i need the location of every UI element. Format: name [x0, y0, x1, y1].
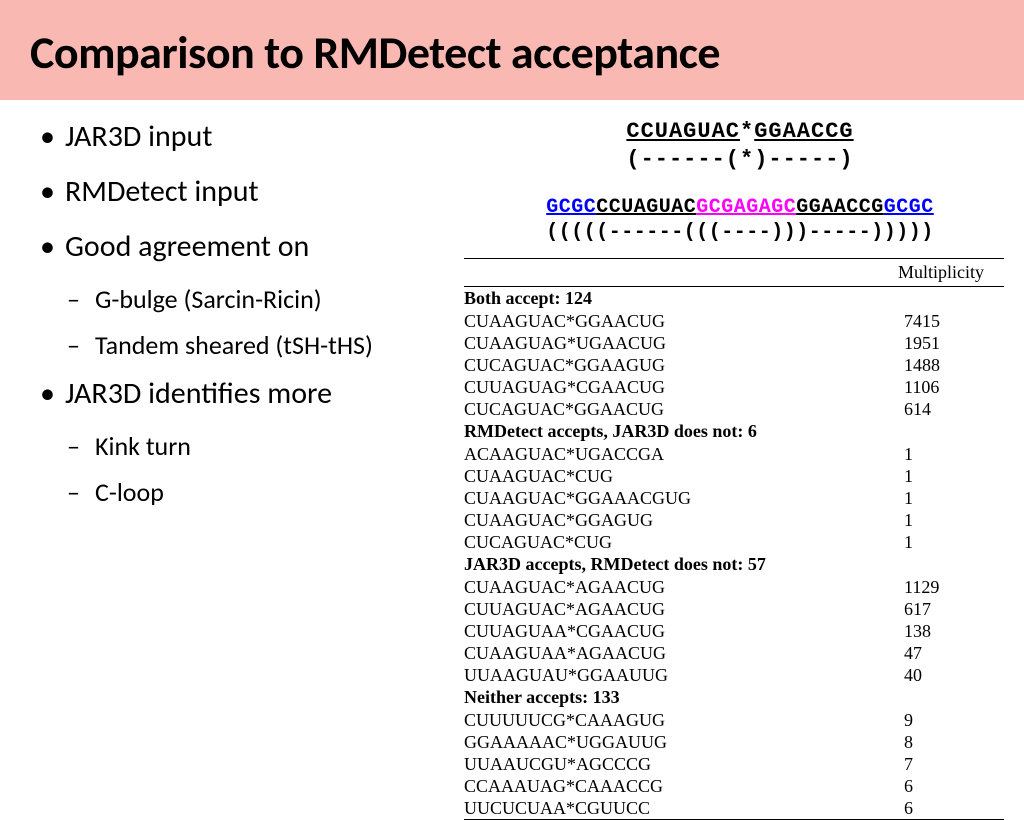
multiplicity-cell: 614: [894, 399, 1004, 420]
table-header: Multiplicity: [464, 258, 1004, 287]
table-body: Both accept: 124CUAAGUAC*GGAACUG7415CUAA…: [464, 287, 1004, 820]
bullet-list: JAR3D input RMDetect input Good agreemen…: [40, 118, 490, 508]
sequence-cell: CUAAGUAC*AGAACUG: [464, 577, 894, 598]
table-row: ACAAGUAC*UGACCGA1: [464, 443, 1004, 465]
slide-title: Comparison to RMDetect acceptance: [30, 25, 720, 81]
multiplicity-cell: 138: [894, 621, 1004, 642]
sequence-cell: CUAAGUAC*CUG: [464, 466, 894, 487]
bullet-kink: Kink turn: [95, 430, 490, 462]
seq2-p3: GCGAGAGC: [696, 196, 796, 219]
seq1-star: *: [740, 119, 754, 144]
seq2-p5: GCGC: [884, 196, 934, 219]
rmdetect-structure: (((((------(((----)))-----))))): [470, 220, 1010, 245]
seq2-p1: GCGC: [546, 196, 596, 219]
sequence-cell: UUAAUCGU*AGCCCG: [464, 754, 894, 775]
table-row: CUAAGUAC*GGAAACGUG1: [464, 487, 1004, 509]
sequence-cell: CUAAGUAG*UGAACUG: [464, 333, 894, 354]
sequence-cell: UUCUCUAA*CGUUCC: [464, 798, 894, 819]
multiplicity-cell: 1: [894, 510, 1004, 531]
bullet-jar3d-input: JAR3D input: [65, 118, 490, 155]
bullet-jar3d-more: JAR3D identifies more: [65, 375, 490, 412]
sequence-cell: UUAAGUAU*GGAAUUG: [464, 665, 894, 686]
rmdetect-sequence: GCGCCCUAGUACGCGAGAGCGGAACCGGCGC: [470, 195, 1010, 220]
multiplicity-cell: 1488: [894, 355, 1004, 376]
table-row: UUCUCUAA*CGUUCC6: [464, 797, 1004, 819]
bullet-tandem: Tandem sheared (tSH-tHS): [95, 329, 490, 361]
sequence-cell: CCAAAUAG*CAAACCG: [464, 776, 894, 797]
multiplicity-cell: 1: [894, 532, 1004, 553]
multiplicity-cell: 47: [894, 643, 1004, 664]
sequence-area: CCUAGUAC*GGAACCG (------(*)-----) GCGCCC…: [470, 118, 1010, 245]
table-row: UUAAUCGU*AGCCCG7: [464, 753, 1004, 775]
multiplicity-table: Multiplicity Both accept: 124CUAAGUAC*GG…: [464, 258, 1004, 820]
title-bar: Comparison to RMDetect acceptance: [0, 0, 1024, 100]
table-row: UUAAGUAU*GGAAUUG40: [464, 664, 1004, 686]
bullet-gbulge: G-bulge (Sarcin-Ricin): [95, 283, 490, 315]
table-section-header: JAR3D accepts, RMDetect does not: 57: [464, 553, 1004, 576]
table-row: CCAAAUAG*CAAACCG6: [464, 775, 1004, 797]
sequence-cell: CUUAGUAA*CGAACUG: [464, 621, 894, 642]
table-row: CUAAGUAA*AGAACUG47: [464, 642, 1004, 664]
sequence-cell: CUUAGUAC*AGAACUG: [464, 599, 894, 620]
sequence-cell: CUCAGUAC*CUG: [464, 532, 894, 553]
multiplicity-cell: 1: [894, 488, 1004, 509]
sequence-cell: CUAAGUAA*AGAACUG: [464, 643, 894, 664]
multiplicity-cell: 1: [894, 444, 1004, 465]
bullet-rmdetect-input: RMDetect input: [65, 173, 490, 210]
jar3d-sequence: CCUAGUAC*GGAACCG: [470, 118, 1010, 146]
multiplicity-cell: 1106: [894, 377, 1004, 398]
table-row: CUAAGUAG*UGAACUG1951: [464, 332, 1004, 354]
table-row: CUUUUUCG*CAAAGUG9: [464, 709, 1004, 731]
seq2-p2: CCUAGUAC: [596, 196, 696, 219]
seq1-right: GGAACCG: [754, 119, 853, 144]
bullet-good-agreement: Good agreement on: [65, 228, 490, 265]
sequence-cell: CUCAGUAC*GGAACUG: [464, 399, 894, 420]
multiplicity-cell: 6: [894, 776, 1004, 797]
table-row: CUAAGUAC*CUG1: [464, 465, 1004, 487]
table-row: CUAAGUAC*GGAACUG7415: [464, 310, 1004, 332]
table-row: CUCAGUAC*CUG1: [464, 531, 1004, 553]
seq1-left: CCUAGUAC: [626, 119, 740, 144]
table-row: CUAAGUAC*AGAACUG1129: [464, 576, 1004, 598]
table-row: CUUAGUAC*AGAACUG617: [464, 598, 1004, 620]
sequence-cell: ACAAGUAC*UGACCGA: [464, 444, 894, 465]
multiplicity-cell: 617: [894, 599, 1004, 620]
table-section-header: Neither accepts: 133: [464, 686, 1004, 709]
table-row: CUUAGUAA*CGAACUG138: [464, 620, 1004, 642]
bullet-cloop: C-loop: [95, 476, 490, 508]
sequence-cell: GGAAAAAC*UGGAUUG: [464, 732, 894, 753]
sequence-cell: CUAAGUAC*GGAAACGUG: [464, 488, 894, 509]
table-section-header: RMDetect accepts, JAR3D does not: 6: [464, 420, 1004, 443]
multiplicity-cell: 9: [894, 710, 1004, 731]
multiplicity-cell: 40: [894, 665, 1004, 686]
seq2-p4: GGAACCG: [796, 196, 884, 219]
multiplicity-cell: 6: [894, 798, 1004, 819]
table-section-header: Both accept: 124: [464, 287, 1004, 310]
multiplicity-cell: 7: [894, 754, 1004, 775]
multiplicity-cell: 7415: [894, 311, 1004, 332]
jar3d-structure: (------(*)-----): [470, 146, 1010, 174]
sequence-cell: CUAAGUAC*GGAACUG: [464, 311, 894, 332]
table-row: CUCAGUAC*GGAAGUG1488: [464, 354, 1004, 376]
sequence-cell: CUCAGUAC*GGAAGUG: [464, 355, 894, 376]
sequence-cell: CUAAGUAC*GGAGUG: [464, 510, 894, 531]
table-row: CUAAGUAC*GGAGUG1: [464, 509, 1004, 531]
sequence-cell: CUUUUUCG*CAAAGUG: [464, 710, 894, 731]
multiplicity-cell: 1129: [894, 577, 1004, 598]
multiplicity-cell: 1: [894, 466, 1004, 487]
sequence-cell: CUUAGUAG*CGAACUG: [464, 377, 894, 398]
multiplicity-cell: 8: [894, 732, 1004, 753]
table-row: CUCAGUAC*GGAACUG614: [464, 398, 1004, 420]
multiplicity-cell: 1951: [894, 333, 1004, 354]
table-row: GGAAAAAC*UGGAUUG8: [464, 731, 1004, 753]
table-row: CUUAGUAG*CGAACUG1106: [464, 376, 1004, 398]
